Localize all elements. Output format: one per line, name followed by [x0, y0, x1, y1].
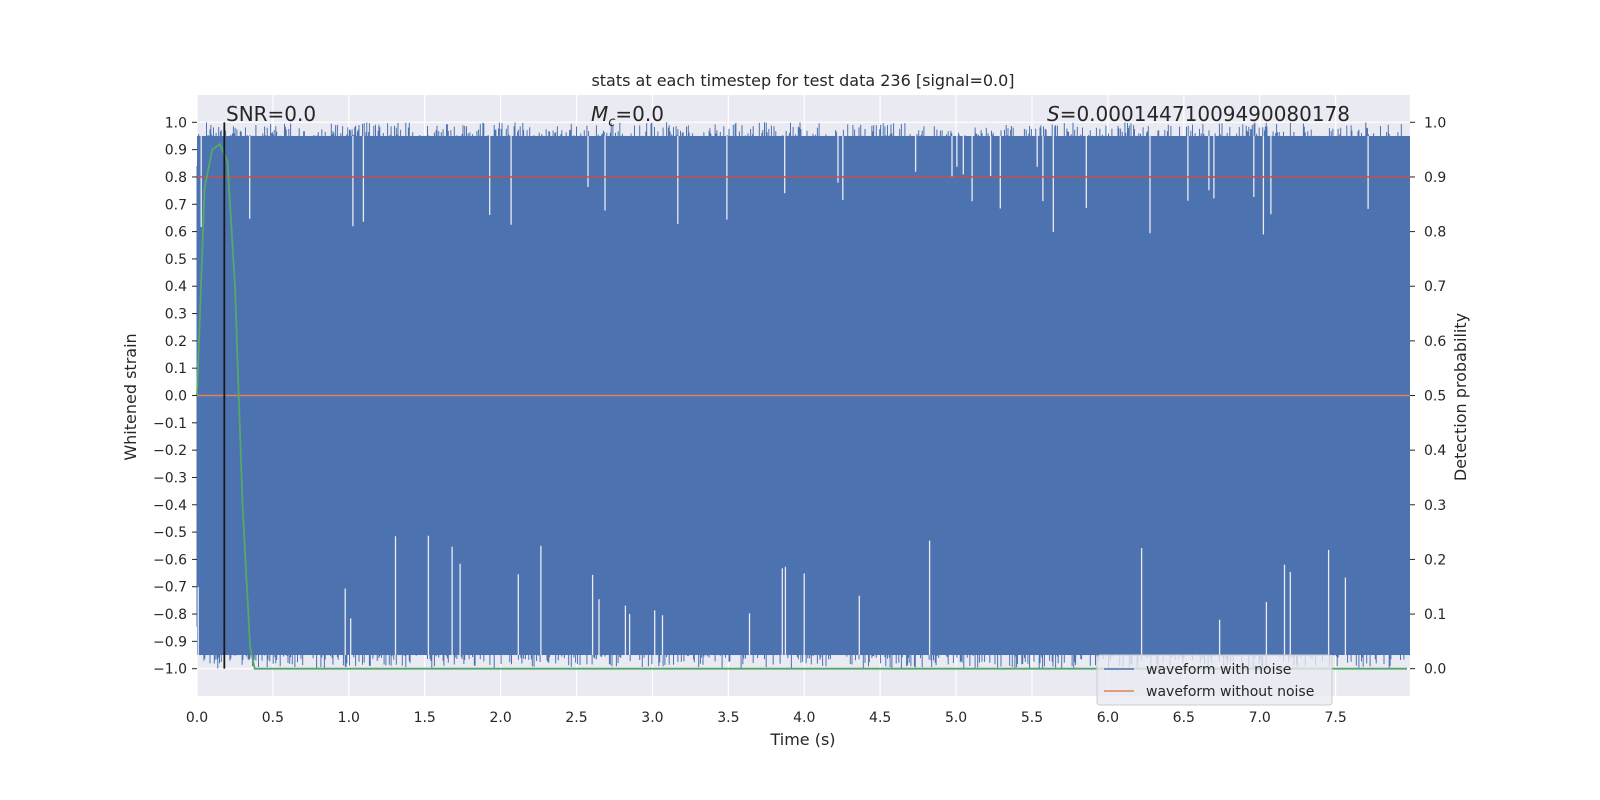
- y2-tick-label: 0.8: [1424, 225, 1446, 241]
- y-tick-label: −0.5: [153, 525, 187, 541]
- y-tick-label: 0.4: [165, 279, 187, 295]
- x-tick-label: 0.0: [186, 710, 208, 726]
- legend-label-clean: waveform without noise: [1146, 684, 1314, 700]
- x-tick-label: 5.0: [945, 710, 967, 726]
- y-tick-label: 0.0: [165, 389, 187, 405]
- y-tick-label: 0.6: [165, 225, 187, 241]
- y2-tick-label: 0.4: [1424, 443, 1446, 459]
- x-tick-label: 7.5: [1324, 710, 1346, 726]
- x-tick-label: 3.0: [641, 710, 663, 726]
- legend-label-noise: waveform with noise: [1146, 662, 1291, 678]
- y-tick-label: −0.3: [153, 470, 187, 486]
- x-tick-label: 7.0: [1249, 710, 1271, 726]
- x-tick-label: 4.0: [793, 710, 815, 726]
- y-tick-label: 0.5: [165, 252, 187, 268]
- mc-value: =0.0: [615, 102, 664, 126]
- x-tick-label: 1.5: [414, 710, 436, 726]
- y-tick-label: −1.0: [153, 662, 187, 678]
- x-tick-label: 3.5: [717, 710, 739, 726]
- y-tick-label: −0.8: [153, 607, 187, 623]
- x-tick-label: 0.5: [262, 710, 284, 726]
- snr-annotation: SNR=0.0: [226, 102, 316, 126]
- y-tick-label: −0.7: [153, 580, 187, 596]
- y-tick-label: 0.9: [165, 143, 187, 159]
- y-tick-label: 0.3: [165, 307, 187, 323]
- y-tick-label: −0.1: [153, 416, 187, 432]
- y-tick-label: 0.8: [165, 170, 187, 186]
- x-tick-label: 5.5: [1021, 710, 1043, 726]
- y-tick-label: 0.7: [165, 197, 187, 213]
- y2-tick-label: 1.0: [1424, 115, 1446, 131]
- y2-axis-label: Detection probability: [1451, 313, 1470, 481]
- y2-tick-label: 0.5: [1424, 389, 1446, 405]
- s-annotation: S=0.0001447100949008017​8: [1047, 102, 1350, 126]
- mc-symbol: M: [591, 102, 608, 126]
- y2-tick-label: 0.1: [1424, 607, 1446, 623]
- legend-box: [1096, 654, 1333, 706]
- y2-tick-label: 0.9: [1424, 170, 1446, 186]
- noise-waveform-trace: [196, 122, 1410, 669]
- y-tick-label: 0.2: [165, 334, 187, 350]
- x-tick-label: 1.0: [338, 710, 360, 726]
- x-tick-label: 2.0: [489, 710, 511, 726]
- y2-tick-label: 0.7: [1424, 279, 1446, 295]
- chart-title: stats at each timestep for test data 236…: [591, 71, 1014, 90]
- s-symbol: S: [1047, 102, 1060, 126]
- y2-tick-label: 0.0: [1424, 662, 1446, 678]
- y2-tick-label: 0.6: [1424, 334, 1446, 350]
- y2-tick-label: 0.2: [1424, 552, 1446, 568]
- y-tick-label: −0.6: [153, 552, 187, 568]
- x-tick-label: 4.5: [869, 710, 891, 726]
- s-value: =0.0001447100949008017​8: [1060, 102, 1350, 126]
- y-axis-label: Whitened strain: [121, 333, 140, 460]
- mc-annotation: Mc=0.0: [591, 102, 664, 130]
- y-tick-label: −0.4: [153, 498, 187, 514]
- x-axis-ticks: 0.0 0.5 1.0 1.5 2.0 2.5 3.0 3.5 4.0 4.5 5.0 5.5 6.0 6…: [186, 710, 1347, 726]
- y2-axis-ticks: 1.0 0.9 0.8 0.7 0.6 0.5 0.4 0.3 0.2 0.1 0.0: [1410, 115, 1446, 678]
- legend: waveform with noise waveform without noi…: [1096, 654, 1333, 706]
- noise-waveform-dips: [197, 136, 1369, 655]
- overlay-lines: [196, 122, 1410, 670]
- x-tick-label: 6.5: [1173, 710, 1195, 726]
- y-tick-label: 1.0: [165, 115, 187, 131]
- detection-probability-line: [196, 142, 1407, 670]
- x-axis-label: Time (s): [769, 730, 835, 749]
- x-tick-label: 6.0: [1097, 710, 1119, 726]
- y-tick-label: −0.2: [153, 443, 187, 459]
- mc-subscript: c: [608, 115, 615, 130]
- y2-tick-label: 0.3: [1424, 498, 1446, 514]
- x-tick-label: 2.5: [565, 710, 587, 726]
- y-tick-label: 0.1: [165, 361, 187, 377]
- y-tick-label: −0.9: [153, 634, 187, 650]
- y-axis-ticks: 1.0 0.9 0.8 0.7 0.6 0.5 0.4 0.3 0.2 0.1 0.0 −0.1 −0.…: [153, 115, 197, 678]
